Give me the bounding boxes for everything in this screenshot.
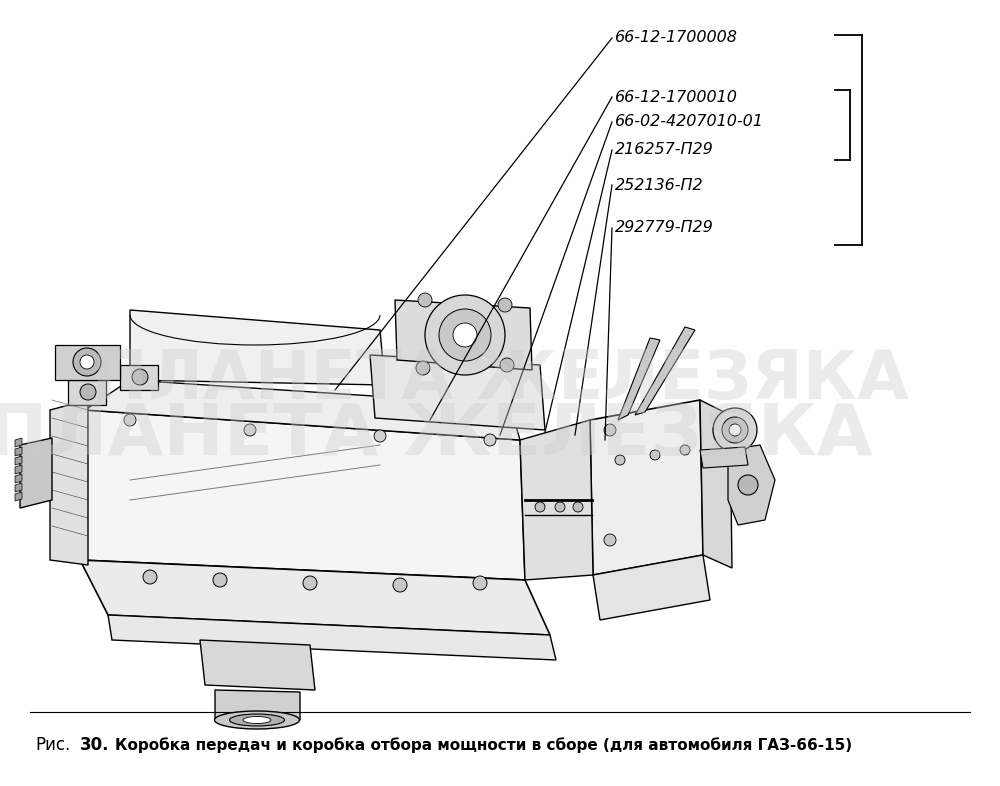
Circle shape (132, 369, 148, 385)
Circle shape (729, 424, 741, 436)
Circle shape (535, 502, 545, 512)
Polygon shape (108, 615, 556, 660)
Polygon shape (50, 400, 88, 565)
Polygon shape (370, 355, 545, 430)
Polygon shape (120, 365, 158, 390)
Text: 292779-П29: 292779-П29 (615, 221, 714, 236)
Circle shape (213, 573, 227, 587)
Polygon shape (130, 310, 385, 385)
Polygon shape (15, 492, 22, 501)
Circle shape (500, 358, 514, 372)
Polygon shape (700, 400, 732, 568)
Circle shape (498, 298, 512, 312)
Polygon shape (15, 456, 22, 465)
Text: 66-12-1700010: 66-12-1700010 (615, 90, 738, 105)
Circle shape (573, 502, 583, 512)
Polygon shape (80, 410, 525, 580)
Circle shape (473, 576, 487, 590)
Polygon shape (200, 640, 315, 690)
Polygon shape (590, 400, 703, 575)
Polygon shape (68, 380, 106, 405)
Polygon shape (593, 555, 710, 620)
Circle shape (303, 576, 317, 590)
Polygon shape (15, 465, 22, 474)
Circle shape (80, 355, 94, 369)
Circle shape (604, 424, 616, 436)
Circle shape (124, 414, 136, 426)
Circle shape (80, 384, 96, 400)
Polygon shape (635, 327, 695, 415)
Text: 66-02-4207010-01: 66-02-4207010-01 (615, 115, 764, 130)
Text: ПЛАНЕТА ЖЕЛЕЗЯКА: ПЛАНЕТА ЖЕЛЕЗЯКА (0, 401, 873, 469)
Circle shape (722, 417, 748, 443)
Circle shape (453, 323, 477, 347)
Circle shape (650, 450, 660, 460)
Circle shape (713, 408, 757, 452)
Circle shape (604, 534, 616, 546)
Circle shape (555, 502, 565, 512)
Circle shape (143, 570, 157, 584)
Circle shape (418, 293, 432, 307)
Polygon shape (15, 447, 22, 456)
Circle shape (680, 445, 690, 455)
Text: ПЛАНЕТА ЖЕЛЕЗЯКА: ПЛАНЕТА ЖЕЛЕЗЯКА (92, 347, 908, 413)
Text: 30.: 30. (80, 736, 110, 754)
Polygon shape (80, 560, 550, 635)
Circle shape (484, 434, 496, 446)
Text: 66-12-1700008: 66-12-1700008 (615, 31, 738, 46)
Text: Коробка передач и коробка отбора мощности в сборе (для автомобиля ГАЗ-66-15): Коробка передач и коробка отбора мощност… (115, 737, 852, 753)
Polygon shape (15, 438, 22, 447)
Text: Рис.: Рис. (35, 736, 70, 754)
Ellipse shape (243, 717, 271, 723)
Text: 252136-П2: 252136-П2 (615, 178, 704, 193)
Polygon shape (520, 420, 593, 580)
Text: 216257-П29: 216257-П29 (615, 142, 714, 157)
Polygon shape (55, 345, 120, 380)
Polygon shape (215, 690, 300, 720)
Circle shape (738, 475, 758, 495)
Polygon shape (15, 474, 22, 483)
Polygon shape (20, 438, 52, 508)
Polygon shape (618, 338, 660, 420)
Circle shape (416, 361, 430, 375)
Ellipse shape (214, 711, 300, 729)
Polygon shape (395, 300, 532, 370)
Polygon shape (15, 483, 22, 492)
Circle shape (439, 309, 491, 361)
Polygon shape (700, 447, 748, 468)
Circle shape (244, 424, 256, 436)
Circle shape (374, 430, 386, 442)
Polygon shape (85, 380, 520, 440)
Polygon shape (728, 445, 775, 525)
Circle shape (615, 455, 625, 465)
Ellipse shape (230, 714, 285, 726)
Circle shape (425, 295, 505, 375)
Circle shape (73, 348, 101, 376)
Circle shape (393, 578, 407, 592)
